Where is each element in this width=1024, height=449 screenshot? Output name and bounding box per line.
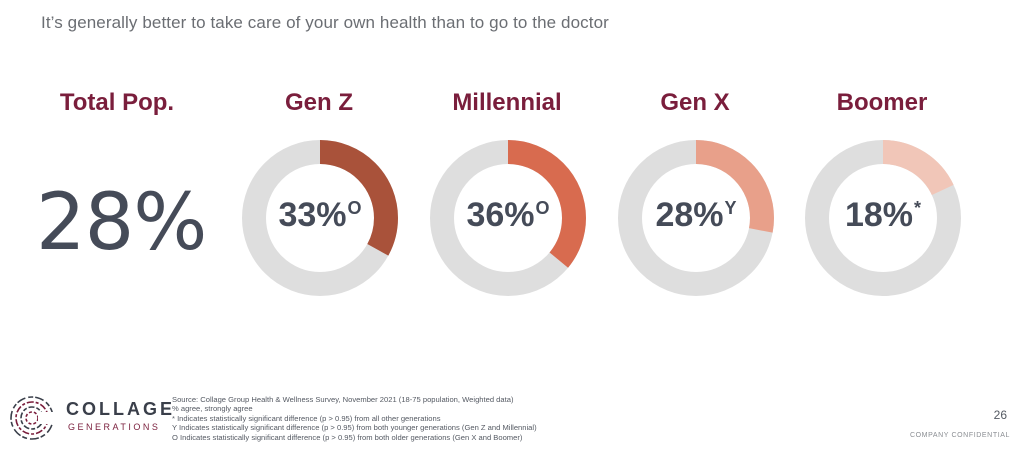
gen-z-slice [242, 140, 398, 296]
boomer-label: Boomer [836, 89, 928, 116]
gen-x-label: Gen X [660, 89, 730, 116]
gen-x-value: 28%Y [655, 196, 737, 234]
gen-x-slice [618, 140, 774, 296]
boomer-value: 18%* [844, 196, 922, 234]
chart-title: It’s generally better to take care of yo… [41, 13, 609, 32]
gen-z-label: Gen Z [284, 89, 353, 116]
total-pop-value: 28% [36, 178, 207, 268]
gen-x-significance-mark: Y [724, 198, 737, 218]
boomer-donut: 18%* [805, 140, 961, 296]
collage-logo: COLLAGE GENERATIONS [8, 392, 172, 444]
millennial-significance-mark: O [535, 198, 550, 218]
confidential-label: COMPANY CONFIDENTIAL [909, 432, 1010, 439]
total-pop-label: Total Pop. [59, 89, 175, 116]
millennial-donut-svg [430, 140, 586, 296]
boomer-slice [805, 140, 961, 296]
collage-logo-icon [10, 396, 58, 440]
footnote-source: Source: Collage Group Health & Wellness … [172, 395, 514, 404]
millennial-label: Millennial [452, 89, 562, 116]
footnote-o: O Indicates statistically significant di… [172, 432, 523, 442]
gen-z-donut: 33%O [242, 140, 398, 296]
millennial-donut: 36%O [430, 140, 586, 296]
gen-z-donut-svg [242, 140, 398, 296]
footnote-measure: % agree, strongly agree [172, 404, 253, 414]
millennial-value: 36%O [466, 196, 550, 234]
footnotes: Source: Collage Group Health & Wellness … [172, 395, 537, 442]
logo-sub: GENERATIONS [68, 422, 161, 432]
page-number: 26 [993, 408, 1007, 422]
boomer-donut-svg [805, 140, 961, 296]
millennial-slice [430, 140, 586, 296]
logo-name: COLLAGE [66, 399, 175, 419]
footnote-y: Y Indicates statistically significant di… [172, 423, 537, 433]
gen-x-donut: 28%Y [618, 140, 774, 296]
gen-z-value: 33%O [278, 196, 362, 234]
footnote-star: * Indicates statistically significant di… [172, 413, 441, 423]
boomer-significance-mark: * [914, 198, 922, 218]
gen-x-donut-svg [618, 140, 774, 296]
gen-z-significance-mark: O [347, 198, 362, 218]
